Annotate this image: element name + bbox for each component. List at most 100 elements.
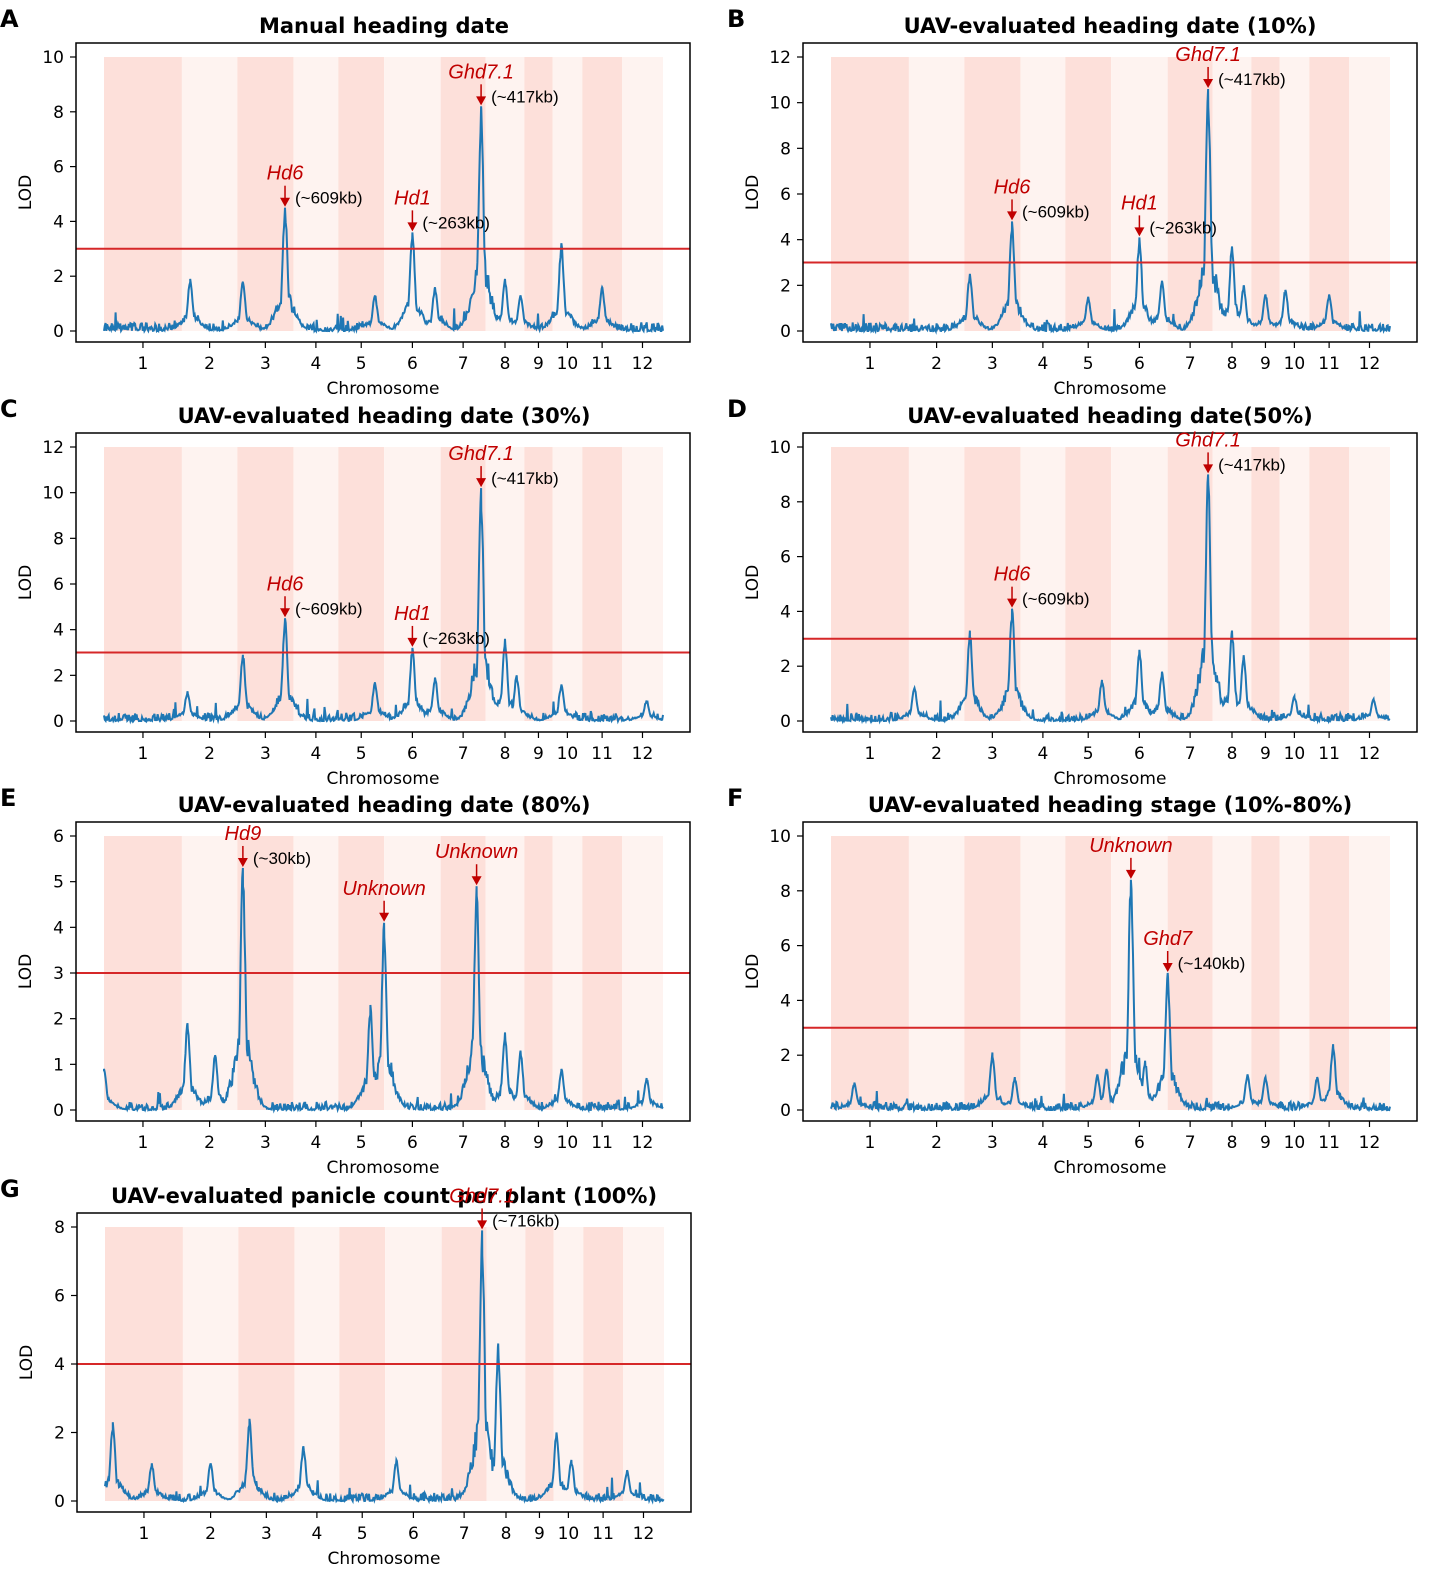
chromosome-band-12 xyxy=(1349,447,1390,721)
x-tick-label: 1 xyxy=(865,354,876,374)
y-tick-label: 10 xyxy=(769,438,791,458)
gene-annotation: Ghd7.1 (~417kb) xyxy=(1175,44,1285,89)
interval-note: (~417kb) xyxy=(491,469,559,488)
x-tick-label: 4 xyxy=(311,1524,322,1544)
interval-note: (~609kb) xyxy=(1022,202,1090,221)
plot-frame xyxy=(75,821,691,1122)
x-tick-label: 6 xyxy=(408,1524,419,1544)
y-tick-label: 2 xyxy=(53,1010,64,1030)
chromosome-band-5 xyxy=(338,57,385,331)
x-tick-label: 10 xyxy=(558,1524,580,1544)
chromosome-band-5 xyxy=(1065,57,1112,331)
x-tick-label: 2 xyxy=(931,1133,942,1153)
x-tick-label: 9 xyxy=(1260,1133,1271,1153)
chromosome-band-3 xyxy=(964,57,1021,331)
x-tick-label: 5 xyxy=(1083,744,1094,764)
gene-annotation: Ghd7 (~140kb) xyxy=(1143,928,1245,973)
x-axis-label: Chromosome xyxy=(328,1549,441,1569)
chromosome-band-2 xyxy=(908,447,965,721)
y-tick-label: 4 xyxy=(780,231,791,251)
x-tick-label: 10 xyxy=(1284,354,1306,374)
chromosome-band-10 xyxy=(1279,447,1310,721)
y-tick-label: 8 xyxy=(53,103,64,123)
annotation-arrow-head xyxy=(407,637,418,647)
gene-label: Hd6 xyxy=(267,163,305,185)
chromosome-band-3 xyxy=(964,447,1021,721)
chromosome-band-10 xyxy=(1279,57,1310,331)
x-tick-label: 11 xyxy=(1318,354,1340,374)
x-tick-label: 8 xyxy=(1227,354,1238,374)
y-tick-label: 6 xyxy=(53,575,64,595)
annotation-arrow-head xyxy=(1007,598,1018,608)
chromosome-band-9 xyxy=(1251,836,1280,1110)
chromosome-band-5 xyxy=(1065,447,1112,721)
annotation-arrow-head xyxy=(1134,227,1145,237)
x-tick-label: 5 xyxy=(1083,1133,1094,1153)
gene-label: Ghd7.1 xyxy=(448,61,514,83)
y-tick-label: 2 xyxy=(53,267,64,287)
annotation-arrow-head xyxy=(1125,869,1136,879)
x-tick-label: 2 xyxy=(205,1524,216,1544)
chromosome-band-1 xyxy=(831,836,909,1110)
x-tick-label: 7 xyxy=(458,354,469,374)
gene-annotation: Hd6 (~609kb) xyxy=(994,176,1090,221)
x-tick-label: 3 xyxy=(987,1133,998,1153)
x-tick-label: 3 xyxy=(260,1133,271,1153)
gene-annotation: Ghd7.1 (~417kb) xyxy=(448,61,558,106)
x-tick-label: 11 xyxy=(1318,744,1340,764)
y-tick-label: 10 xyxy=(769,827,791,847)
plot-frame xyxy=(802,432,1418,733)
x-tick-label: 1 xyxy=(865,1133,876,1153)
y-tick-label: 1 xyxy=(53,1055,64,1075)
panel-e: E UAV-evaluated heading date (80%)0123456… xyxy=(0,784,691,1178)
chromosome-band-6 xyxy=(1111,447,1168,721)
gene-annotation: Unknown xyxy=(1089,835,1173,879)
chromosome-band-9 xyxy=(1251,57,1280,331)
lod-series-line xyxy=(830,474,1391,725)
x-tick-label: 2 xyxy=(204,744,215,764)
chromosome-band-1 xyxy=(831,447,909,721)
chromosome-band-3 xyxy=(964,836,1021,1110)
plot-frame xyxy=(75,42,691,343)
lod-series-line xyxy=(830,88,1391,335)
chromosome-band-3 xyxy=(237,57,294,331)
x-tick-label: 3 xyxy=(987,744,998,764)
x-tick-label: 1 xyxy=(138,1133,149,1153)
chromosome-band-9 xyxy=(1251,447,1280,721)
x-tick-label: 9 xyxy=(534,1524,545,1544)
interval-note: (~716kb) xyxy=(492,1211,560,1230)
x-tick-label: 4 xyxy=(1037,744,1048,764)
gene-annotation: Hd1 (~263kb) xyxy=(1121,192,1217,237)
x-tick-label: 10 xyxy=(1284,1133,1306,1153)
panel-label: E xyxy=(0,784,16,812)
y-tick-label: 8 xyxy=(53,529,64,549)
x-axis-label: Chromosome xyxy=(1054,769,1167,789)
gene-label: Hd1 xyxy=(394,603,431,625)
x-tick-label: 12 xyxy=(633,1524,655,1544)
gene-label: Hd9 xyxy=(225,823,262,845)
chromosome-band-2 xyxy=(908,836,965,1110)
gene-annotation: Unknown xyxy=(342,878,426,922)
x-tick-label: 2 xyxy=(931,354,942,374)
x-tick-label: 12 xyxy=(1359,354,1381,374)
panel-d: D UAV-evaluated heading date(50%) 0 2 4 6 8 10 1… xyxy=(727,395,1418,789)
chromosome-band-10 xyxy=(552,447,583,721)
chromosome-band-5 xyxy=(338,447,385,721)
annotation-arrow-head xyxy=(476,96,487,106)
y-axis-label: LOD xyxy=(16,175,36,210)
chromosome-band-1 xyxy=(104,57,182,331)
chromosome-band-9 xyxy=(524,57,553,331)
y-tick-label: 0 xyxy=(780,322,791,342)
interval-note: (~417kb) xyxy=(1218,70,1286,89)
lod-series-line xyxy=(104,1230,665,1505)
gene-label: Hd6 xyxy=(994,176,1032,198)
x-tick-label: 2 xyxy=(204,1133,215,1153)
gene-label: Ghd7.1 xyxy=(1175,44,1241,66)
y-axis-label: LOD xyxy=(743,175,763,210)
chromosome-band-6 xyxy=(384,57,441,331)
plot-frame xyxy=(76,1212,692,1513)
x-tick-label: 7 xyxy=(1185,354,1196,374)
x-tick-label: 5 xyxy=(357,1524,368,1544)
chromosome-band-9 xyxy=(524,447,553,721)
